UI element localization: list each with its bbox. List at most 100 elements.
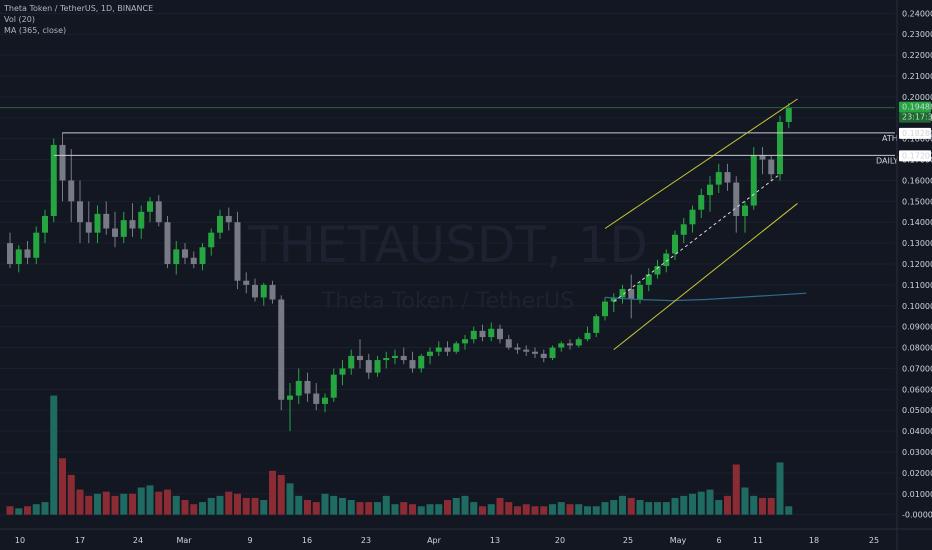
price-tick-label: 0.02000	[902, 469, 932, 478]
candle-body	[733, 182, 740, 216]
time-tick-label: 6	[716, 536, 721, 545]
volume-bar	[234, 493, 241, 515]
candle-body	[523, 349, 530, 352]
candle-body	[112, 228, 118, 237]
candle-body	[602, 301, 608, 317]
candle-body	[173, 249, 180, 264]
last-price-label-box	[899, 101, 931, 113]
volume-bar	[496, 497, 504, 515]
time-tick-label: 24	[133, 536, 143, 545]
candle-body	[707, 184, 713, 196]
candle-body	[357, 355, 363, 361]
price-tick-label: 0.20000	[902, 93, 932, 102]
volume-bar	[181, 500, 189, 515]
candle-body	[750, 155, 757, 206]
candle-body	[129, 220, 136, 229]
volume-bar	[190, 504, 198, 515]
volume-bars	[6, 395, 793, 515]
volume-indicator-label[interactable]: Vol (20)	[4, 15, 35, 24]
candle-body	[672, 234, 678, 254]
volume-bar	[76, 489, 84, 515]
volume-bar	[715, 500, 723, 515]
volume-bar	[85, 495, 93, 515]
volume-bar	[706, 489, 714, 515]
candle-body	[392, 355, 398, 358]
candle-body	[365, 360, 372, 373]
candle-body	[287, 395, 293, 400]
volume-bar	[50, 395, 58, 515]
volume-bar	[269, 470, 276, 515]
volume-bar	[146, 485, 154, 515]
candle-body	[217, 215, 223, 233]
countdown-label-box	[899, 112, 931, 123]
candle-body	[24, 249, 31, 258]
candle-body	[742, 205, 748, 216]
volume-bar	[304, 500, 311, 515]
price-tick-label: 0.09000	[902, 323, 932, 332]
candle-body	[637, 284, 643, 300]
candle-body	[409, 360, 416, 369]
candle-body	[190, 257, 197, 264]
candle-body	[199, 247, 206, 264]
volume-bar	[750, 495, 758, 515]
volume-bar	[24, 506, 31, 515]
candle-body	[785, 107, 792, 122]
candle-body	[593, 316, 600, 333]
volume-bar	[277, 474, 285, 515]
volume-bar	[330, 495, 338, 515]
volume-bar	[619, 495, 626, 515]
time-tick-label: 25	[623, 536, 633, 545]
volume-bar	[689, 493, 696, 515]
time-tick-label: 9	[247, 536, 252, 545]
time-tick-label: 18	[809, 536, 819, 545]
candle-body	[453, 343, 460, 352]
time-tick-label: 23	[361, 536, 371, 545]
candle-body	[645, 274, 652, 285]
volume-bar	[505, 502, 513, 515]
candle-body	[549, 347, 556, 358]
candle-body	[724, 172, 731, 183]
daily-price-label-box	[899, 150, 931, 162]
volume-bar	[111, 495, 119, 515]
price-tick-label: 0.21000	[902, 72, 932, 81]
candle-body	[15, 249, 22, 264]
candle-body	[663, 253, 670, 267]
overlays: ATH DAILY	[0, 98, 898, 351]
volume-bar	[444, 500, 451, 515]
time-tick-label: 16	[302, 536, 312, 545]
candle-body	[680, 224, 687, 235]
price-tick-label: 0.11000	[902, 281, 932, 290]
candle-body	[234, 222, 241, 281]
ath-price-label-box	[899, 127, 931, 139]
candle-body	[610, 297, 617, 302]
volume-bar	[741, 487, 749, 515]
price-tick-label: 0.07000	[902, 364, 932, 373]
time-tick-label: 11	[753, 536, 763, 545]
volume-bar	[522, 504, 530, 515]
volume-bar	[584, 506, 591, 515]
volume-bar	[671, 497, 679, 515]
volume-bar	[137, 487, 145, 515]
candle-body	[715, 172, 722, 185]
volume-bar	[785, 506, 793, 515]
ma-indicator-label[interactable]: MA (365, close)	[4, 26, 67, 35]
volume-bar	[347, 500, 355, 515]
candle-body	[278, 299, 285, 400]
volume-bar	[155, 491, 163, 515]
candle-body	[322, 397, 328, 404]
candle-body	[374, 360, 381, 373]
volume-bar	[557, 502, 565, 515]
volume-bar	[549, 504, 556, 515]
volume-bar	[15, 508, 23, 515]
candle-body	[567, 343, 573, 346]
candle-body	[628, 289, 635, 300]
volume-bar	[251, 497, 259, 515]
candle-body	[260, 284, 267, 298]
ma-line	[604, 292, 807, 302]
candle-body	[155, 201, 162, 223]
price-tick-label: 0.16000	[902, 176, 932, 185]
candle-body	[470, 330, 477, 340]
volume-bar	[41, 502, 49, 515]
